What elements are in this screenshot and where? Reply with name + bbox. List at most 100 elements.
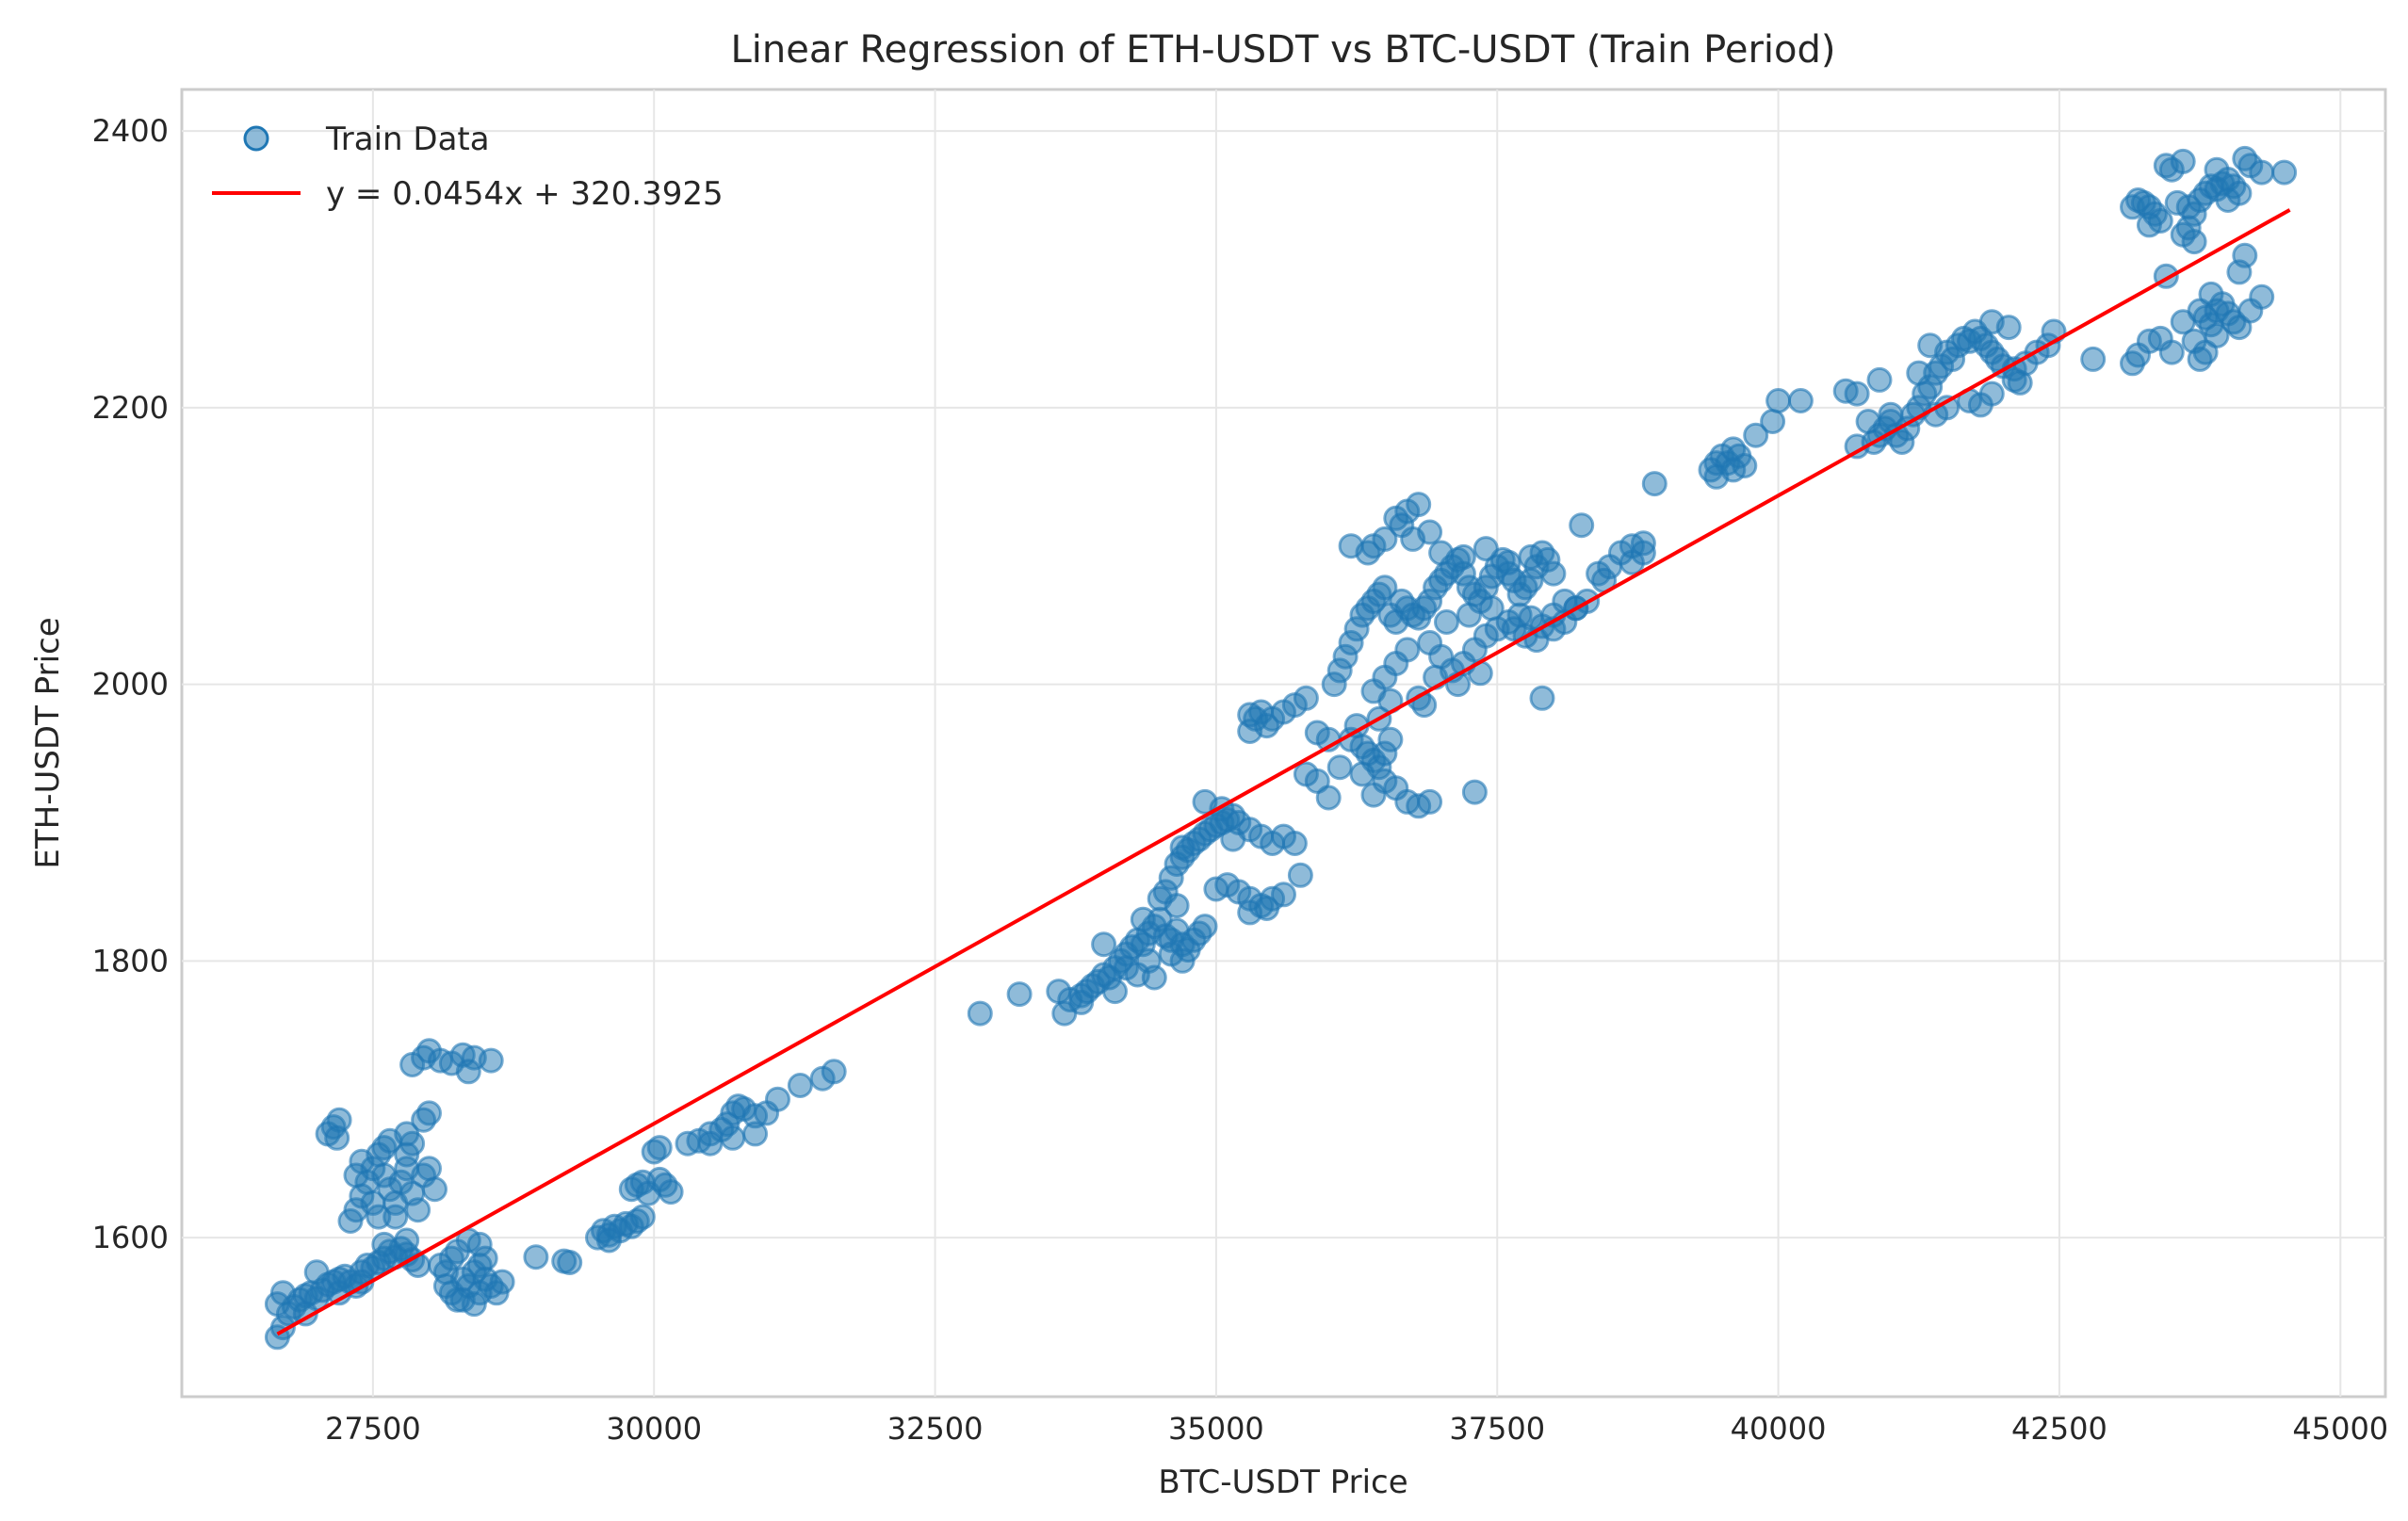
data-point: [658, 1179, 684, 1205]
legend-label-train-data: Train Data: [325, 121, 490, 158]
data-point: [1760, 409, 1786, 434]
x-tick-label: 37500: [1449, 1411, 1545, 1447]
data-point: [1254, 713, 1280, 739]
x-tick-label: 32500: [887, 1411, 984, 1447]
data-point: [1743, 422, 1769, 448]
data-point: [1287, 862, 1313, 888]
data-point: [1630, 530, 1656, 557]
data-point: [1315, 785, 1342, 811]
data-point: [1254, 896, 1280, 921]
data-point: [1787, 388, 1814, 413]
data-point: [2249, 283, 2275, 310]
data-point: [2080, 346, 2107, 372]
data-point: [2136, 212, 2162, 238]
data-point: [629, 1204, 656, 1230]
data-point: [324, 1125, 350, 1151]
data-point: [1372, 574, 1398, 601]
regression-line-group: [276, 208, 2291, 1336]
x-tick-label: 42500: [2011, 1411, 2107, 1447]
data-point: [343, 1162, 369, 1189]
data-point: [489, 1269, 515, 1295]
data-point: [1619, 549, 1645, 575]
data-point: [472, 1245, 498, 1271]
data-point: [697, 1130, 724, 1157]
x-tick-label: 45000: [2292, 1411, 2388, 1447]
data-point: [1169, 834, 1196, 861]
data-point: [2226, 259, 2253, 285]
data-point: [1967, 392, 1993, 418]
data-point: [2164, 189, 2190, 216]
data-point: [2204, 156, 2230, 183]
data-point: [411, 1107, 437, 1133]
data-point: [1220, 826, 1246, 852]
data-point: [455, 1059, 481, 1085]
data-point: [1006, 981, 1033, 1008]
data-point: [1478, 595, 1505, 622]
data-point: [371, 1231, 398, 1257]
data-point: [1281, 831, 1308, 856]
data-point: [1720, 457, 1747, 483]
x-tick-labels: 27500 30000 32500 35000 37500 40000 42500 45000: [325, 1411, 2388, 1447]
data-point: [1518, 543, 1544, 570]
data-point: [1377, 726, 1404, 752]
data-point: [557, 1250, 583, 1275]
data-point: [1326, 754, 1353, 781]
data-point: [1995, 315, 2022, 341]
legend-label-regression-line: y = 0.0454x + 320.3925: [326, 175, 724, 213]
data-point: [2170, 148, 2196, 174]
data-point: [646, 1135, 673, 1161]
data-point: [1866, 366, 1893, 393]
data-point: [2204, 322, 2230, 348]
data-point: [1130, 906, 1156, 932]
x-tick-label: 27500: [325, 1411, 421, 1447]
data-point: [466, 1280, 493, 1306]
plot-area: [180, 88, 2387, 1399]
y-tick-label: 2400: [92, 113, 169, 149]
data-point: [478, 1047, 504, 1074]
data-point: [2187, 346, 2213, 372]
data-point: [416, 1156, 442, 1182]
data-point: [303, 1259, 330, 1286]
data-point: [1906, 360, 1932, 386]
data-point: [1141, 964, 1167, 991]
data-point: [2007, 369, 2033, 396]
legend-marker-train-data: [243, 125, 269, 152]
x-tick-label: 40000: [1731, 1411, 1827, 1447]
data-point: [2158, 339, 2185, 365]
y-axis-label: ETH-USDT Price: [29, 617, 67, 868]
x-tick-label: 35000: [1168, 1411, 1264, 1447]
chart-title: Linear Regression of ETH-USDT vs BTC-USD…: [730, 28, 1835, 72]
data-point: [821, 1059, 847, 1085]
data-point: [967, 1000, 993, 1027]
data-point: [765, 1086, 790, 1112]
data-point: [2198, 281, 2224, 307]
data-point: [1271, 882, 1296, 908]
y-tick-labels: 1600 1800 2000 2200 2400: [92, 113, 169, 1255]
data-point: [523, 1244, 549, 1270]
data-point: [1472, 536, 1499, 562]
data-point: [1091, 931, 1117, 958]
data-point: [1102, 979, 1128, 1005]
data-point: [1349, 761, 1375, 787]
data-point: [1844, 380, 1870, 407]
data-point: [1540, 560, 1567, 587]
data-point: [264, 1291, 290, 1318]
data-point: [1450, 543, 1476, 570]
data-point: [787, 1073, 813, 1098]
regression-line: [276, 208, 2291, 1336]
data-point: [394, 1227, 420, 1254]
data-point: [1428, 540, 1455, 566]
grid-lines: [182, 89, 2385, 1397]
y-tick-label: 2200: [92, 390, 169, 426]
y-tick-label: 1800: [92, 943, 169, 979]
data-point: [1417, 788, 1443, 815]
data-point: [1372, 526, 1398, 552]
data-point: [1529, 685, 1555, 711]
data-point: [1461, 779, 1488, 805]
data-point: [1192, 914, 1218, 940]
x-axis-label: BTC-USDT Price: [1158, 1464, 1407, 1501]
y-tick-label: 1600: [92, 1220, 169, 1255]
data-point: [432, 1273, 459, 1299]
data-point: [742, 1121, 769, 1147]
data-point: [1569, 512, 1595, 539]
